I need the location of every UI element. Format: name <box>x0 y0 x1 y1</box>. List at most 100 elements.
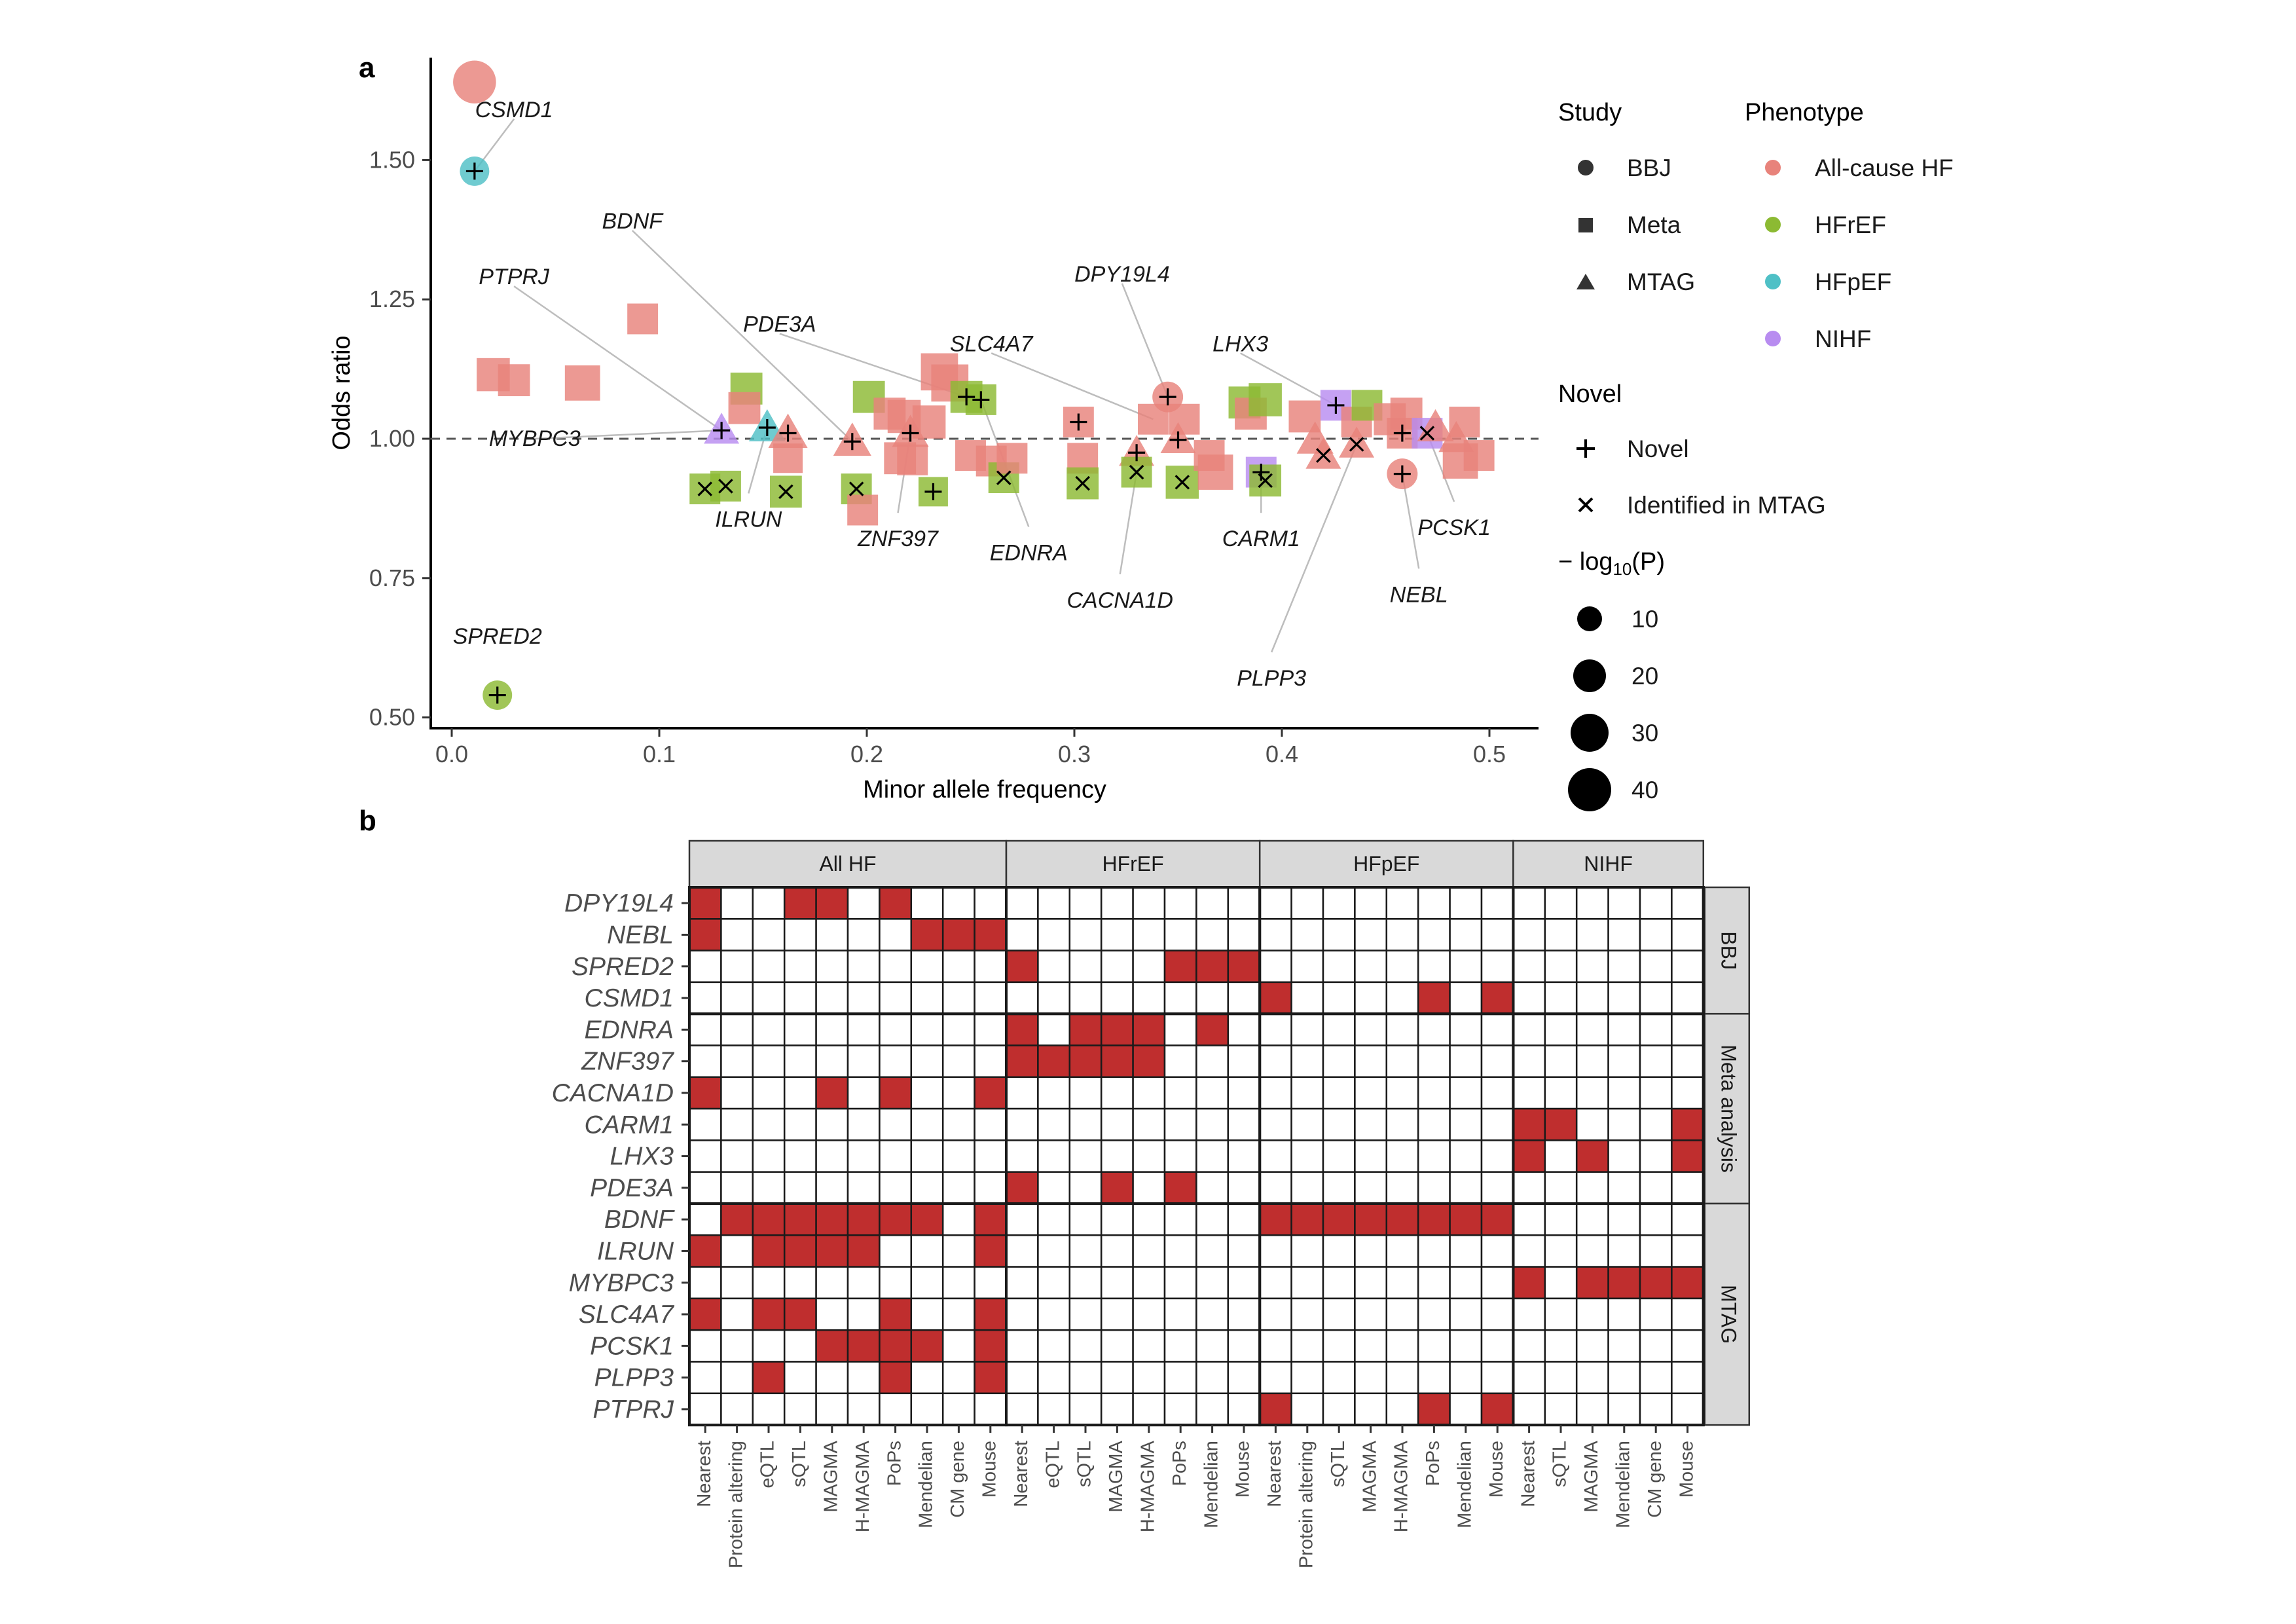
heatmap-cell-empty <box>1037 981 1071 1015</box>
heatmap-cell-empty <box>1100 1234 1134 1268</box>
heatmap-cell-filled <box>783 1202 817 1236</box>
heatmap-cell-empty <box>1068 981 1102 1015</box>
y-tick-label: 0.75 <box>369 564 415 591</box>
heatmap-cell-filled <box>688 918 722 951</box>
heatmap-cell-empty <box>1449 886 1483 920</box>
heatmap-cell-empty <box>1258 918 1292 951</box>
heatmap-cell-empty <box>910 1392 944 1426</box>
heatmap-cell-empty <box>1068 1392 1102 1426</box>
heatmap-cell-filled <box>1417 981 1451 1015</box>
heatmap-cell-empty <box>1512 950 1546 984</box>
heatmap-cell-empty <box>1544 886 1578 920</box>
heatmap-cell-empty <box>1607 1044 1641 1079</box>
heatmap-cell-empty <box>1322 1266 1356 1300</box>
heatmap-cell-empty <box>815 1266 849 1300</box>
gene-label: BDNF <box>602 209 665 234</box>
size-20-circle <box>1573 659 1606 692</box>
row-label: DPY19L4 <box>564 889 674 917</box>
heatmap-cell-empty <box>720 1171 754 1205</box>
heatmap-cell-empty <box>879 1107 913 1141</box>
heatmap-cell-empty <box>941 1297 975 1331</box>
row-label: NEBL <box>607 921 674 949</box>
heatmap-cell-empty <box>1354 1044 1388 1079</box>
row-label: PLPP3 <box>594 1364 674 1392</box>
heatmap-cell-empty <box>847 1171 881 1205</box>
x-ticks: 0.0 0.1 0.2 0.3 0.4 0.5 <box>435 728 1506 767</box>
heatmap-cell-empty <box>1132 1234 1166 1268</box>
heatmap-cell-empty <box>1354 886 1388 920</box>
heatmap-cell-empty <box>1449 1012 1483 1046</box>
heatmap-cell-empty <box>1449 1392 1483 1426</box>
heatmap-cell-empty <box>1322 1171 1356 1205</box>
gene-label: MYBPC3 <box>489 426 581 451</box>
heatmap-cell-empty <box>1227 918 1261 951</box>
heatmap-cell-empty <box>879 950 913 984</box>
heatmap-cell-filled <box>815 1329 849 1363</box>
label-leader-line <box>534 429 722 440</box>
heatmap-cell-empty <box>1385 1012 1419 1046</box>
label-leader-line <box>1401 473 1420 569</box>
heatmap-cell-empty <box>783 1012 817 1046</box>
heatmap-cell-empty <box>1417 1107 1451 1141</box>
heatmap-cell-filled <box>1227 950 1261 984</box>
heatmap-cell-empty <box>1544 1361 1578 1395</box>
heatmap-cell-empty <box>1100 1139 1134 1173</box>
x-tick-label: 0.1 <box>643 741 676 767</box>
heatmap-cell-empty <box>688 1266 722 1300</box>
heatmap-cell-empty <box>783 1076 817 1110</box>
heatmap-cell-empty <box>815 1297 849 1331</box>
column-label: Nearest <box>694 1441 715 1507</box>
heatmap-cell-empty <box>941 1139 975 1173</box>
heatmap-cell-empty <box>1575 1392 1609 1426</box>
heatmap-cell-empty <box>1354 1139 1388 1173</box>
heatmap-cell-empty <box>1227 1361 1261 1395</box>
column-label: H-MAGMA <box>1391 1440 1412 1532</box>
heatmap-cell-empty <box>1639 950 1673 984</box>
heatmap-cell-empty <box>910 1076 944 1110</box>
heatmap-cell-empty <box>783 950 817 984</box>
plus-mark <box>488 686 506 704</box>
legend-study-title: Study <box>1558 99 1622 126</box>
heatmap-cell-empty <box>1575 1044 1609 1079</box>
heatmap-cell-empty <box>1068 1329 1102 1363</box>
heatmap-cell-empty <box>1417 1234 1451 1268</box>
plus-mark <box>958 388 975 406</box>
heatmap-cell-empty <box>1575 1012 1609 1046</box>
heatmap-cell-empty <box>879 981 913 1015</box>
x-tick-label: 0.4 <box>1266 741 1298 767</box>
heatmap-cell-filled <box>815 1234 849 1268</box>
legend-phenotype-allhf: All-cause HF <box>1815 155 1954 181</box>
heatmap-cell-empty <box>1512 1044 1546 1079</box>
heatmap-cell-empty <box>1100 1076 1134 1110</box>
heatmap-cell-empty <box>1195 1171 1230 1205</box>
heatmap-cell-filled <box>1480 1392 1514 1426</box>
heatmap-cell-empty <box>720 1139 754 1173</box>
column-label: Mendelian <box>1613 1441 1633 1528</box>
heatmap-cell-filled <box>974 918 1008 951</box>
legend-study-bbj: BBJ <box>1627 155 1671 181</box>
heatmap-cell-filled <box>1607 1266 1641 1300</box>
bbj-circle-icon <box>1578 160 1594 175</box>
row-label: ILRUN <box>597 1237 674 1265</box>
label-leader-line <box>1121 283 1169 397</box>
heatmap-cell-empty <box>752 886 786 920</box>
heatmap-cell-empty <box>941 1202 975 1236</box>
heatmap-cell-empty <box>1195 1297 1230 1331</box>
row-group-strip <box>1704 886 1751 1015</box>
heatmap-cell-empty <box>783 1266 817 1300</box>
plus-mark <box>902 424 919 442</box>
legend-size-30: 30 <box>1631 720 1658 747</box>
heatmap-cell-filled <box>1480 981 1514 1015</box>
heatmap-cell-empty <box>1100 1202 1134 1236</box>
heatmap-cell-filled <box>1132 1044 1166 1079</box>
heatmap-cell-empty <box>1163 1139 1197 1173</box>
heatmap-cell-empty <box>1607 950 1641 984</box>
heatmap-cell-filled <box>1258 1202 1292 1236</box>
heatmap-cell-empty <box>1163 1234 1197 1268</box>
heatmap-cell-empty <box>1639 1171 1673 1205</box>
column-label: Nearest <box>1264 1441 1285 1507</box>
heatmap-cell-empty <box>1005 981 1039 1015</box>
cross-mark <box>1419 426 1435 441</box>
heatmap-cell-empty <box>1639 1202 1673 1236</box>
heatmap-cell-empty <box>1100 1107 1134 1141</box>
